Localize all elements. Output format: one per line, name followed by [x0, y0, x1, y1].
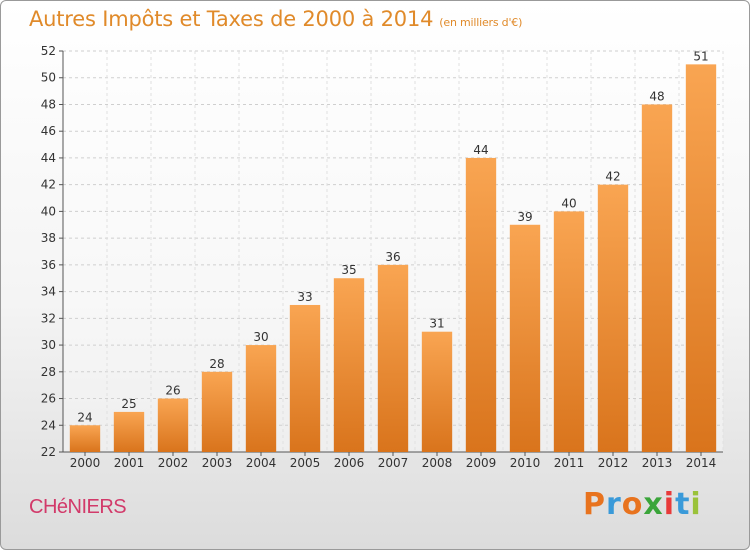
y-tick-label: 30: [41, 338, 56, 352]
proxiti-logo[interactable]: Proxiti: [583, 487, 702, 522]
data-label: 42: [605, 170, 620, 184]
bars: [69, 64, 717, 452]
bar: [377, 264, 409, 452]
data-label: 26: [165, 384, 180, 398]
y-tick-label: 46: [41, 124, 56, 138]
y-tick-label: 28: [41, 365, 56, 379]
bar: [509, 224, 541, 452]
data-label: 30: [253, 330, 268, 344]
x-tick-label: 2000: [70, 456, 101, 470]
x-tick-label: 2001: [114, 456, 145, 470]
data-label: 31: [429, 317, 444, 331]
data-label: 35: [341, 263, 356, 277]
x-tick-label: 2010: [510, 456, 541, 470]
x-tick-label: 2007: [378, 456, 409, 470]
bar: [289, 304, 321, 452]
commune-name: CHéNIERS: [29, 496, 127, 518]
bar: [333, 278, 365, 452]
y-tick-label: 34: [41, 285, 56, 299]
x-tick-label: 2004: [246, 456, 277, 470]
x-tick-label: 2005: [290, 456, 321, 470]
x-tick-label: 2006: [334, 456, 365, 470]
x-tick-label: 2003: [202, 456, 233, 470]
data-label: 51: [693, 49, 708, 63]
y-tick-label: 32: [41, 311, 56, 325]
data-label: 36: [385, 250, 400, 264]
data-labels: 24 25 26 28 30 33 35 36 31 44 39 40 42 48 51: [77, 49, 708, 424]
data-label: 40: [561, 196, 576, 210]
data-label: 24: [77, 410, 92, 424]
y-tick-label: 42: [41, 178, 56, 192]
logo-letter: r: [606, 487, 622, 522]
bar: [597, 184, 629, 452]
bar: [685, 64, 717, 452]
bar: [113, 411, 145, 452]
y-tick-label: 52: [41, 44, 56, 58]
y-tick-label: 26: [41, 392, 56, 406]
logo-letter: i: [663, 487, 676, 522]
y-tick-label: 38: [41, 231, 56, 245]
x-tick-label: 2013: [642, 456, 673, 470]
y-tick-label: 22: [41, 445, 56, 459]
logo-letter: o: [621, 487, 644, 522]
logo-letter: t: [675, 487, 691, 522]
data-label: 48: [649, 89, 664, 103]
chart-title-text: Autres Impôts et Taxes de 2000 à 2014: [29, 7, 434, 31]
logo-letter: P: [583, 487, 606, 522]
x-tick-label: 2011: [554, 456, 585, 470]
y-tick-label: 48: [41, 97, 56, 111]
data-label: 25: [121, 397, 136, 411]
bar: [553, 211, 585, 452]
y-tick-label: 24: [41, 418, 56, 432]
x-tick-label: 2009: [466, 456, 497, 470]
chart-unit: (en milliers d'€): [439, 16, 523, 29]
bar: [245, 345, 277, 452]
bar: [421, 331, 453, 452]
y-tick-label: 36: [41, 258, 56, 272]
bar: [465, 157, 497, 452]
x-tick-label: 2008: [422, 456, 453, 470]
x-tick-label: 2002: [158, 456, 189, 470]
x-tick-labels: 2000 2001 2002 2003 2004 2005 2006 2007 2008 2009…: [70, 456, 717, 470]
bar: [641, 104, 673, 452]
data-label: 28: [209, 357, 224, 371]
bar: [201, 371, 233, 452]
logo-letter: i: [690, 487, 702, 522]
data-label: 44: [473, 143, 488, 157]
data-label: 39: [517, 210, 532, 224]
logo-letter: x: [643, 487, 664, 522]
y-tick-label: 50: [41, 71, 56, 85]
x-tick-label: 2014: [686, 456, 717, 470]
y-tick-label: 40: [41, 204, 56, 218]
y-tick-label: 44: [41, 151, 56, 165]
chart-title: Autres Impôts et Taxes de 2000 à 2014 (en…: [29, 7, 522, 31]
bar: [69, 425, 101, 452]
x-tick-label: 2012: [598, 456, 629, 470]
y-tick-labels: 22 24 26 28 30 32 34 36 38 40 42 44 46 48 50 52: [41, 44, 56, 459]
bar: [157, 398, 189, 452]
data-label: 33: [297, 290, 312, 304]
